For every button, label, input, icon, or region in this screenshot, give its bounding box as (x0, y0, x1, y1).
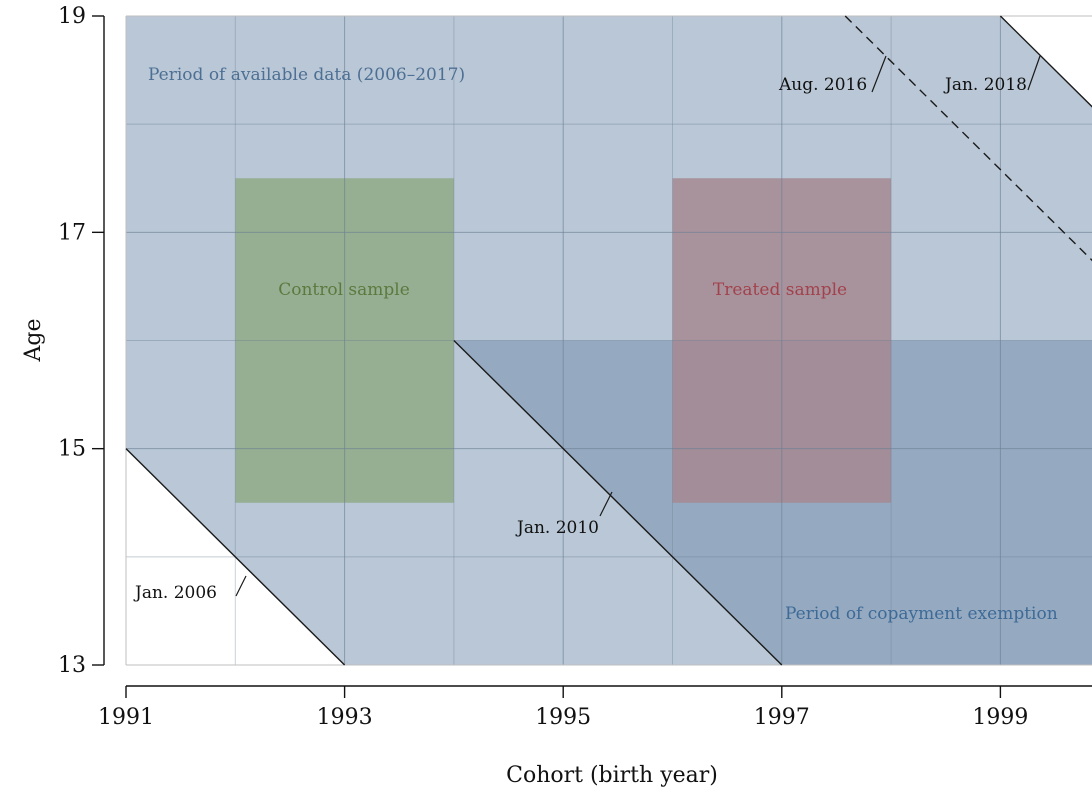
chart-axes: 1991 1993 1995 1997 1999 13 15 17 19 (58, 4, 1092, 730)
treated-sample-label: Treated sample (713, 280, 847, 300)
jan-2006-label: Jan. 2006 (133, 583, 217, 603)
boundary-line-3 (844, 15, 1092, 262)
jan-2010-label: Jan. 2010 (515, 518, 599, 538)
boundary-line-2 (453, 340, 783, 666)
x-axis-title: Cohort (birth year) (506, 763, 718, 788)
chart-annotations: Period of available data (2006–2017) Per… (133, 65, 1058, 624)
control-sample-label: Control sample (278, 280, 410, 300)
y-tick-label: 19 (58, 4, 86, 29)
y-axis-title: Age (21, 319, 46, 363)
y-tick-label: 15 (58, 437, 86, 462)
x-tick-label: 1995 (535, 705, 591, 730)
aug-2016-label: Aug. 2016 (778, 75, 867, 95)
label-leader-3 (871, 55, 887, 93)
copayment-exemption-label: Period of copayment exemption (785, 604, 1058, 624)
y-tick-label: 13 (58, 653, 86, 678)
x-tick-label: 1993 (317, 705, 373, 730)
jan-2018-label: Jan. 2018 (943, 75, 1027, 95)
label-leader-1 (235, 575, 247, 597)
label-leader-4 (1027, 55, 1041, 91)
x-tick-label: 1999 (972, 705, 1028, 730)
x-tick-label: 1997 (754, 705, 810, 730)
available-data-label: Period of available data (2006–2017) (148, 65, 465, 85)
x-tick-label: 1991 (98, 705, 154, 730)
chart-regions (126, 16, 1092, 665)
boundary-line-1 (125, 448, 346, 666)
label-leader-2 (599, 491, 613, 517)
chart-boundary-lines (125, 15, 1092, 666)
y-tick-label: 17 (58, 220, 86, 245)
boundary-line-4 (999, 15, 1092, 108)
